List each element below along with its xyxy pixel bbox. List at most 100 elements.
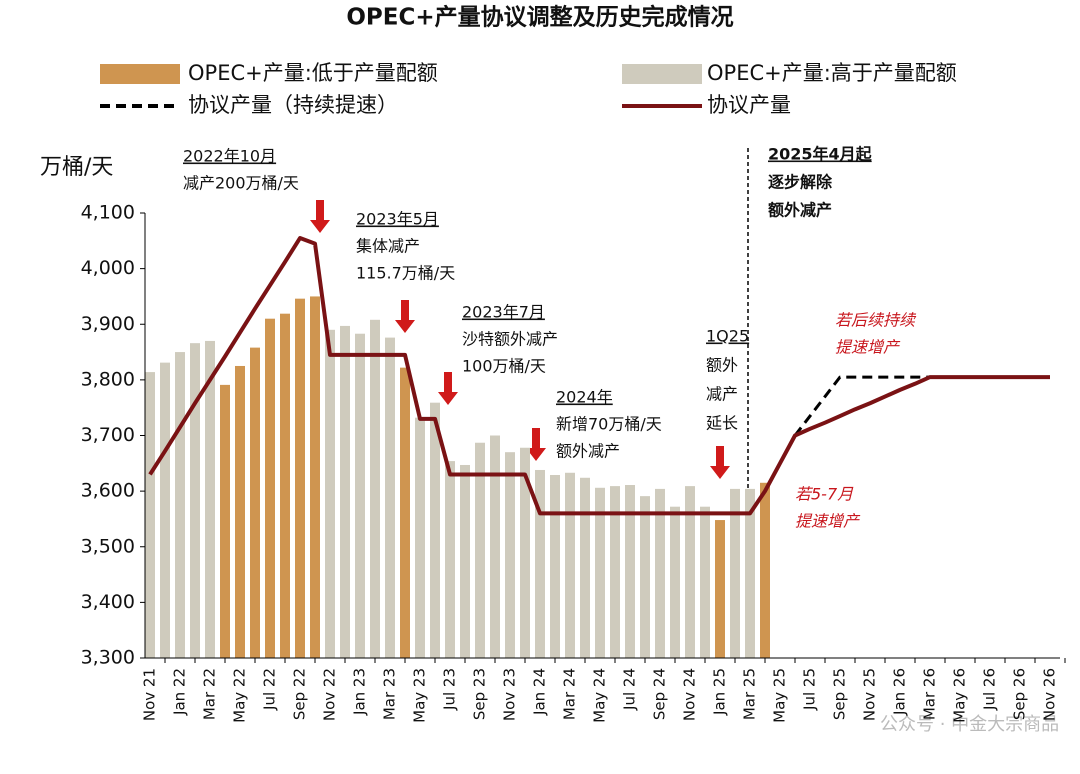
annotation: 减产	[706, 385, 738, 404]
bar	[760, 482, 770, 658]
bar	[445, 461, 455, 658]
bar	[700, 506, 710, 658]
x-tick-label: May 22	[231, 668, 249, 723]
bar	[625, 485, 635, 658]
arrow	[395, 300, 415, 333]
annotation: 若后续持续	[835, 311, 917, 330]
bar	[745, 488, 755, 658]
bar	[535, 469, 545, 658]
x-tick-label: Sep 24	[651, 668, 669, 720]
y-axis-label: 万桶/天	[40, 155, 113, 180]
arrow	[438, 372, 458, 405]
legend-label: 协议产量（持续提速）	[188, 93, 398, 117]
x-tick-label: Mar 24	[561, 668, 579, 720]
bar	[145, 372, 155, 658]
annotation: 100万桶/天	[462, 357, 546, 376]
bar	[160, 362, 170, 658]
bar	[415, 417, 425, 658]
bar	[250, 347, 260, 658]
bar	[430, 402, 440, 658]
x-tick-label: Nov 21	[141, 668, 159, 721]
annotation: 额外	[706, 356, 738, 375]
line	[148, 236, 1050, 516]
annotation: 1Q25	[706, 327, 749, 346]
bar	[355, 333, 365, 658]
bar	[385, 337, 395, 658]
bar	[280, 313, 290, 658]
bar	[505, 452, 515, 658]
bar	[595, 487, 605, 658]
x-tick-label: Jan 23	[351, 668, 369, 716]
x-tick-label: Mar 25	[741, 668, 759, 720]
x-tick-label: Nov 26	[1041, 668, 1059, 721]
bar	[400, 367, 410, 658]
line	[793, 375, 930, 437]
bar	[295, 298, 305, 658]
bar	[475, 442, 485, 658]
annotation: 提速增产	[795, 512, 861, 531]
x-tick-label: Sep 26	[1011, 668, 1029, 720]
x-tick-label: Jul 22	[261, 668, 279, 711]
annotation: 2024年	[556, 388, 613, 407]
annotation: 额外减产	[556, 442, 620, 461]
annotation: 2023年5月	[356, 210, 439, 229]
bar	[580, 477, 590, 658]
bar	[370, 319, 380, 658]
x-tick-label: Mar 22	[201, 668, 219, 720]
bar	[175, 352, 185, 658]
x-tick-label: Nov 24	[681, 668, 699, 721]
bar	[610, 486, 620, 658]
x-tick-label: Jul 25	[801, 668, 819, 711]
annotation: 新增70万桶/天	[556, 415, 662, 434]
x-tick-label: Jan 25	[711, 668, 729, 716]
y-tick-label: 3,300	[81, 647, 135, 669]
legend-label: OPEC+产量:高于产量配额	[707, 61, 957, 85]
annotation: 2022年10月	[183, 147, 276, 166]
bar	[265, 318, 275, 658]
y-tick-label: 4,100	[81, 202, 135, 224]
arrow	[710, 446, 730, 479]
bar	[220, 384, 230, 658]
y-tick-label: 4,000	[81, 257, 135, 279]
legend-label: 协议产量	[707, 93, 791, 117]
annotation: 延长	[706, 414, 738, 433]
x-tick-label: May 25	[771, 668, 789, 723]
annotation: 沙特额外减产	[462, 330, 558, 349]
bar	[490, 435, 500, 658]
x-tick-label: Jan 22	[171, 668, 189, 716]
x-tick-label: Jul 26	[981, 668, 999, 711]
x-tick-label: Jan 24	[531, 668, 549, 716]
x-tick-label: Jul 23	[441, 668, 459, 711]
bar	[640, 496, 650, 658]
bar	[730, 488, 740, 658]
y-tick-label: 3,900	[81, 313, 135, 335]
y-tick-label: 3,700	[81, 424, 135, 446]
bar	[685, 486, 695, 658]
x-tick-label: Sep 25	[831, 668, 849, 720]
y-tick-label: 3,500	[81, 535, 135, 557]
annotation: 减产200万桶/天	[183, 174, 299, 193]
annotation: 2025年4月起	[768, 145, 873, 164]
annotation: 集体减产	[356, 237, 420, 256]
bar	[550, 474, 560, 658]
annotation: 115.7万桶/天	[356, 264, 455, 283]
x-tick-label: Sep 23	[471, 668, 489, 720]
x-tick-label: Jan 26	[891, 668, 909, 716]
watermark: 公众号 · 中金大宗商品	[880, 714, 1059, 735]
arrow	[310, 200, 330, 233]
annotation: 若5-7月	[795, 485, 854, 504]
x-tick-label: Mar 26	[921, 668, 939, 720]
x-tick-label: Nov 25	[861, 668, 879, 721]
x-tick-label: Jul 24	[621, 668, 639, 711]
arrows	[310, 200, 730, 479]
annotation: 额外减产	[768, 201, 832, 220]
y-tick-label: 3,600	[81, 480, 135, 502]
bar	[670, 506, 680, 658]
annotation: 提速增产	[835, 338, 901, 357]
x-tick-label: Sep 22	[291, 668, 309, 720]
y-tick-label: 3,400	[81, 591, 135, 613]
legend-label: OPEC+产量:低于产量配额	[188, 61, 438, 85]
bar	[325, 329, 335, 658]
bar	[340, 325, 350, 658]
